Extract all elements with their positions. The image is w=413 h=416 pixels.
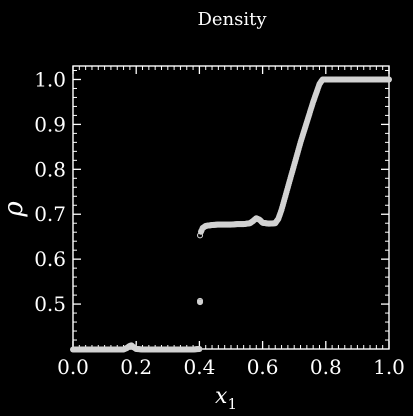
x-tick-label: 0.6 <box>247 355 279 379</box>
chart-title: Density <box>197 9 267 30</box>
outlier-point <box>196 297 204 304</box>
y-axis-label: ρ <box>0 201 29 218</box>
x-tick-label: 0.8 <box>310 355 342 379</box>
data-point <box>196 346 203 352</box>
x-axis-label: x1 <box>215 384 237 413</box>
x-axis-label-base: x <box>215 384 228 409</box>
data-point <box>386 76 392 83</box>
x-tick-label: 0.4 <box>183 355 215 379</box>
x-axis-label-subscript: 1 <box>227 395 237 413</box>
y-tick-label: 0.9 <box>34 112 66 136</box>
outlier-point <box>196 232 204 239</box>
x-tick-label: 1.0 <box>373 355 405 379</box>
y-tick-label: 0.5 <box>34 292 66 316</box>
x-tick-label: 0.2 <box>120 355 152 379</box>
y-tick-label: 0.6 <box>34 247 66 271</box>
x-tick-label: 0.0 <box>57 355 89 379</box>
plot-area: 0.0 0.2 0.4 0.6 0.8 1.0 0.5 0.6 0.7 0.8 0.9 1.0 <box>34 65 405 379</box>
y-tick-label: 0.7 <box>34 202 66 226</box>
y-tick-label: 1.0 <box>34 67 66 91</box>
data-point <box>197 299 204 306</box>
y-tick-label: 0.8 <box>34 157 66 181</box>
